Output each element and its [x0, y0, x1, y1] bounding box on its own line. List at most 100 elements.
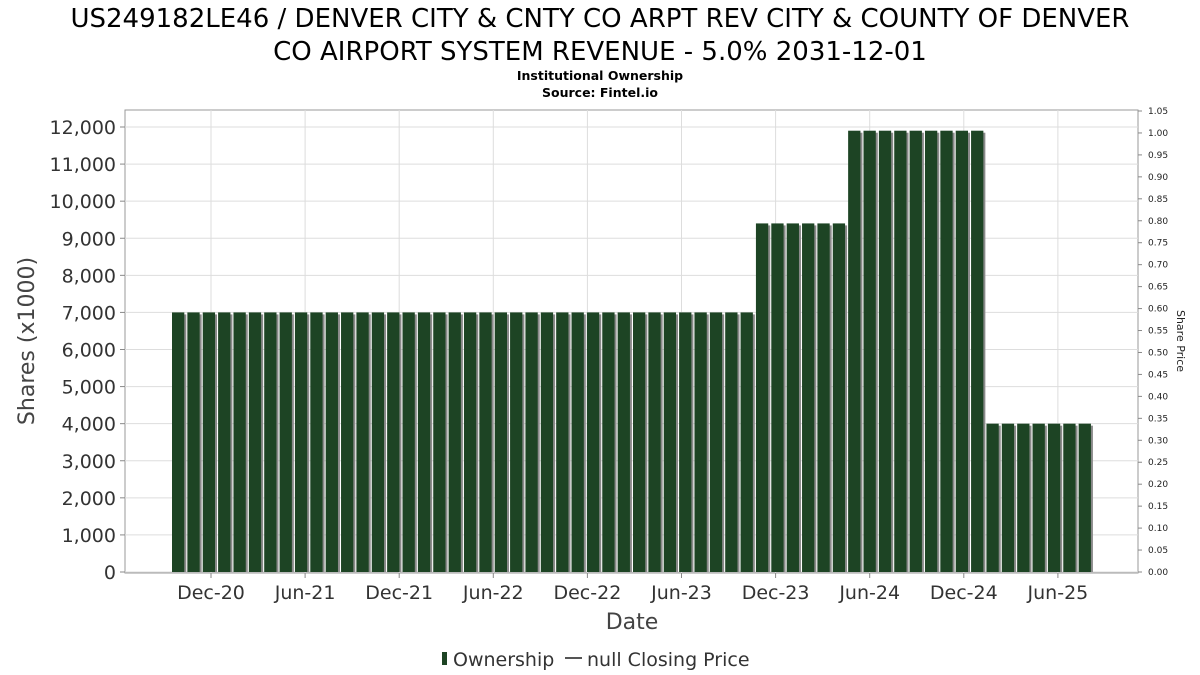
x-tick-label: Jun-22 — [462, 582, 524, 604]
y-tick-label: 9,000 — [62, 228, 116, 250]
y2-tick-label: 0.80 — [1148, 217, 1168, 227]
ownership-bar — [248, 312, 262, 572]
ownership-bar — [371, 312, 385, 572]
x-tick-label: Jun-24 — [838, 582, 900, 604]
ownership-bar — [202, 312, 216, 572]
ownership-bar — [940, 130, 953, 573]
y2-tick-label: 0.20 — [1148, 480, 1168, 490]
y-tick-label: 12,000 — [50, 117, 116, 139]
y2-tick-label: 0.05 — [1148, 546, 1168, 556]
ownership-bar — [387, 312, 400, 572]
y2-tick-label: 0.10 — [1148, 524, 1168, 534]
ownership-bar — [802, 223, 815, 572]
ownership-bar — [894, 130, 907, 573]
ownership-bar — [817, 223, 830, 572]
y-tick-label: 0 — [104, 562, 116, 584]
ownership-bar — [540, 312, 554, 572]
ownership-bar — [878, 130, 892, 573]
y2-tick-label: 0.60 — [1148, 305, 1168, 315]
ownership-bar — [479, 312, 492, 572]
bars — [172, 130, 1093, 573]
ownership-bar — [1017, 423, 1030, 572]
y2-tick-label: 1.00 — [1148, 129, 1168, 139]
chart-title-line1: US249182LE46 / DENVER CITY & CNTY CO ARP… — [70, 4, 1129, 34]
ownership-bar — [1063, 423, 1076, 572]
ownership-bar — [602, 312, 615, 572]
y2-tick-label: 0.45 — [1148, 370, 1168, 380]
y2-tick-label: 0.15 — [1148, 502, 1168, 512]
y2-tick-label: 0.75 — [1148, 239, 1168, 249]
ownership-bar — [556, 312, 569, 572]
y2-tick-label: 0.25 — [1148, 458, 1168, 468]
legend-ownership-label: Ownership — [453, 649, 554, 671]
y2-tick-label: 0.30 — [1148, 436, 1168, 446]
y2-tick-label: 0.00 — [1148, 568, 1168, 578]
ownership-bar — [832, 223, 846, 572]
y2-tick-label: 0.90 — [1148, 173, 1168, 183]
y-tick-label: 10,000 — [50, 191, 116, 213]
ownership-bar — [1078, 423, 1091, 572]
ownership-bar — [218, 312, 231, 572]
x-tick-label: Dec-23 — [742, 582, 810, 604]
y-tick-label: 4,000 — [62, 414, 116, 436]
ownership-bar — [617, 312, 630, 572]
x-axis: Dec-20 Jun-21 Dec-21 Jun-22 Dec-22 Jun-23 Dec-… — [177, 573, 1088, 604]
x-axis-label: Date — [606, 610, 659, 635]
ownership-bar — [1032, 423, 1045, 572]
ownership-bar — [1001, 423, 1015, 572]
y2-tick-label: 0.70 — [1148, 261, 1168, 271]
ownership-bar — [356, 312, 369, 572]
ownership-bar — [294, 312, 308, 572]
y-axis: 0 1,000 2,000 3,000 4,000 5,000 6,000 7,000 8,00… — [50, 117, 125, 584]
chart-source: Source: Fintel.io — [542, 85, 658, 100]
ownership-bar — [494, 312, 507, 572]
legend-price-label: null Closing Price — [587, 649, 750, 671]
y-tick-label: 2,000 — [62, 488, 116, 510]
ownership-bar — [586, 312, 600, 572]
ownership-bar — [310, 312, 323, 572]
ownership-bar — [510, 312, 523, 572]
y-tick-label: 7,000 — [62, 302, 116, 324]
y2-tick-label: 0.40 — [1148, 392, 1168, 402]
ownership-bar — [463, 312, 477, 572]
legend-ownership-swatch — [442, 652, 447, 665]
y2-tick-label: 0.55 — [1148, 327, 1168, 337]
y-tick-label: 5,000 — [62, 377, 116, 399]
ownership-bar — [648, 312, 661, 572]
ownership-bar — [325, 312, 338, 572]
chart-subtitle: Institutional Ownership — [517, 68, 683, 83]
y2-axis: 0.00 0.05 0.10 0.15 0.20 0.25 0.30 0.35 0.40 0.45… — [1138, 107, 1168, 578]
ownership-bar — [694, 312, 707, 572]
ownership-bar — [986, 423, 999, 572]
ownership-bar — [786, 223, 799, 572]
ownership-bar — [417, 312, 431, 572]
ownership-bar — [525, 312, 538, 572]
y2-tick-label: 0.65 — [1148, 283, 1168, 293]
ownership-bar — [909, 130, 922, 573]
ownership-bar — [755, 223, 769, 572]
ownership-bar — [264, 312, 277, 572]
ownership-bar — [679, 312, 692, 572]
ownership-bar — [433, 312, 446, 572]
ownership-bar — [571, 312, 584, 572]
x-tick-label: Dec-22 — [553, 582, 621, 604]
ownership-bar — [740, 312, 753, 572]
y-tick-label: 11,000 — [50, 154, 116, 176]
y2-tick-label: 0.85 — [1148, 195, 1168, 205]
ownership-bar — [955, 130, 968, 573]
ownership-bar — [709, 312, 723, 572]
y2-tick-label: 0.35 — [1148, 414, 1168, 424]
y2-tick-label: 0.50 — [1148, 348, 1168, 358]
x-tick-label: Jun-25 — [1027, 582, 1089, 604]
ownership-bar — [402, 312, 415, 572]
y-axis-label: Shares (x1000) — [15, 257, 40, 425]
x-tick-label: Dec-20 — [177, 582, 245, 604]
y-tick-label: 3,000 — [62, 451, 116, 473]
x-tick-label: Dec-21 — [365, 582, 433, 604]
ownership-bar — [863, 130, 876, 573]
ownership-bar — [172, 312, 185, 572]
ownership-bar — [771, 223, 784, 572]
ownership-bar — [279, 312, 292, 572]
ownership-bar — [341, 312, 354, 572]
